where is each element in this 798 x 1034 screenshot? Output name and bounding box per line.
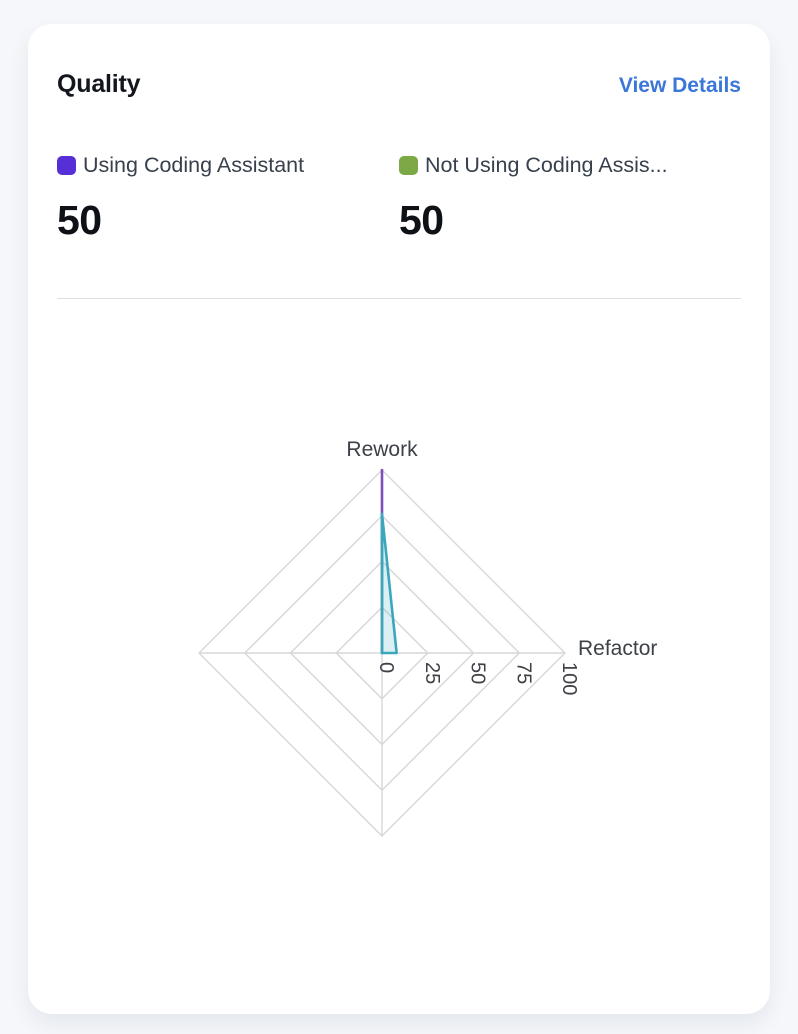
radar-axis-label-rework: Rework: [346, 438, 418, 461]
radar-tick-label: 50: [467, 662, 489, 684]
legend-item-not-using-coding-assistant[interactable]: Not Using Coding Assis... 50: [399, 150, 741, 244]
card-header: Quality View Details: [57, 70, 741, 99]
legend-item-using-coding-assistant[interactable]: Using Coding Assistant 50: [57, 150, 399, 244]
legend-value-not-using: 50: [399, 197, 444, 243]
divider: [57, 298, 741, 299]
radar-tick-label: 25: [421, 662, 443, 684]
legend: Using Coding Assistant 50 Not Using Codi…: [57, 150, 741, 244]
legend-swatch-not-using-icon: [399, 155, 418, 175]
view-details-link[interactable]: View Details: [618, 74, 741, 97]
radar-chart: Rework Refactor 0 25 50 75 100: [28, 404, 770, 924]
radar-tick-label: 0: [375, 662, 397, 673]
legend-swatch-using-icon: [57, 155, 76, 175]
legend-value-using: 50: [57, 197, 102, 243]
radar-axis-label-refactor: Refactor: [578, 637, 657, 660]
legend-label-not-using: Not Using Coding Assis...: [425, 152, 668, 177]
radar-tick-label: 100: [558, 662, 580, 695]
legend-label-using: Using Coding Assistant: [83, 152, 305, 177]
radar-tick-label: 75: [512, 662, 534, 684]
quality-card: Quality View Details Using Coding Assist…: [28, 24, 770, 1014]
card-title: Quality: [57, 70, 141, 98]
radar-series-1: [380, 512, 398, 655]
radar-chart-svg: Rework Refactor 0 25 50 75 100: [198, 438, 657, 837]
